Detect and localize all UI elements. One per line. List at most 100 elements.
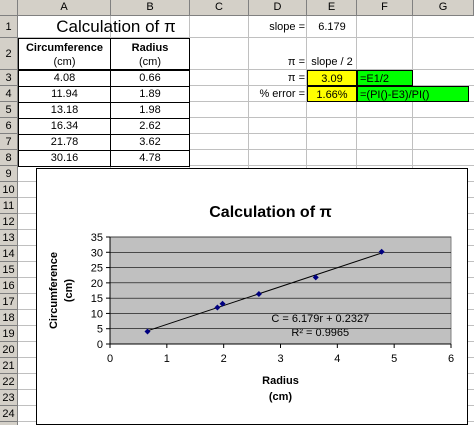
row-header-22[interactable]: 22 [0, 374, 18, 390]
row-header-9[interactable]: 9 [0, 166, 18, 182]
row-header-7[interactable]: 7 [0, 134, 18, 150]
embedded-chart[interactable]: 0 5 10 15 20 25 30 35 0 1 2 3 4 5 6 Calculation of π C =… [36, 168, 468, 425]
data-point [144, 328, 151, 335]
pi-value-cell[interactable]: 3.09 [307, 70, 357, 86]
y-tick-label: 10 [91, 308, 103, 320]
radius-header[interactable]: Radius (cm) [110, 38, 190, 70]
y-tick-label: 20 [91, 278, 103, 290]
pi-formula-cell[interactable]: =E1/2 [357, 70, 413, 86]
x-tick-label: 6 [448, 353, 454, 365]
row-header-23[interactable]: 23 [0, 390, 18, 406]
row-header-19[interactable]: 19 [0, 326, 18, 342]
row-header-6[interactable]: 6 [0, 118, 18, 134]
row-header-8[interactable]: 8 [0, 150, 18, 166]
y-axis-label: Circumference [48, 252, 60, 329]
trendline [147, 252, 382, 332]
select-all-corner[interactable] [0, 0, 18, 16]
x-tick-label: 5 [391, 353, 397, 365]
column-header-f[interactable]: F [357, 0, 413, 16]
row-header-18[interactable]: 18 [0, 310, 18, 326]
trendline-equation: C = 6.179r + 0.2327 [271, 313, 369, 325]
row-header-15[interactable]: 15 [0, 262, 18, 278]
circumference-cell[interactable]: 21.78 [18, 134, 111, 151]
circumference-cell[interactable]: 4.08 [18, 70, 111, 87]
x-tick-label: 3 [277, 353, 283, 365]
circumference-cell[interactable]: 13.18 [18, 102, 111, 119]
pi-label[interactable]: π = [287, 72, 305, 84]
y-tick-label: 15 [91, 293, 103, 305]
y-tick-label: 30 [91, 247, 103, 259]
row-header-3[interactable]: 3 [0, 70, 18, 86]
row-gridline [18, 133, 474, 134]
radius-cell[interactable]: 1.98 [110, 102, 190, 119]
radius-cell[interactable]: 2.62 [110, 118, 190, 135]
radius-unit: (cm) [139, 56, 161, 68]
column-header-a[interactable]: A [18, 0, 111, 16]
radius-cell[interactable]: 4.78 [110, 150, 190, 167]
row-header-21[interactable]: 21 [0, 358, 18, 374]
r-squared-label: R² = 0.9965 [291, 327, 349, 339]
column-header-g[interactable]: G [413, 0, 474, 16]
data-point [219, 300, 226, 307]
y-tick-label: 25 [91, 263, 103, 275]
row-header-1[interactable]: 1 [0, 16, 18, 38]
radius-cell[interactable]: 3.62 [110, 134, 190, 151]
row-header-13[interactable]: 13 [0, 230, 18, 246]
row-header-14[interactable]: 14 [0, 246, 18, 262]
scatter-chart: 0 5 10 15 20 25 30 35 0 1 2 3 4 5 6 Calculation of π C =… [48, 204, 454, 403]
circumference-header-label: Circumference [25, 42, 104, 54]
data-point [312, 274, 319, 281]
x-axis-label: Radius [262, 375, 299, 387]
pi-equals-label[interactable]: π = [287, 56, 305, 68]
x-tick-label: 1 [164, 353, 170, 365]
column-header-c[interactable]: C [190, 0, 249, 16]
circumference-cell[interactable]: 16.34 [18, 118, 111, 135]
circumference-unit: (cm) [53, 56, 76, 68]
plot-area [109, 236, 452, 345]
pi-formula-text[interactable]: slope / 2 [311, 56, 353, 68]
error-formula-cell[interactable]: =(PI()-E3)/PI() [357, 86, 469, 102]
row-gridline [18, 69, 474, 70]
column-header-e[interactable]: E [307, 0, 357, 16]
sheet-title[interactable]: Calculation of π [56, 17, 176, 36]
x-tick-label: 2 [221, 353, 227, 365]
radius-cell[interactable]: 1.89 [110, 86, 190, 103]
y-tick-label: 0 [97, 339, 103, 351]
radius-header-label: Radius [131, 42, 169, 54]
row-header-17[interactable]: 17 [0, 294, 18, 310]
column-header-b[interactable]: B [111, 0, 190, 16]
row-header-11[interactable]: 11 [0, 198, 18, 214]
error-value-cell[interactable]: 1.66% [307, 86, 357, 102]
row-gridline [18, 37, 474, 38]
data-point [378, 248, 385, 255]
row-gridline [18, 165, 474, 166]
chart-title: Calculation of π [209, 204, 331, 221]
row-header-2[interactable]: 2 [0, 38, 18, 70]
circumference-cell[interactable]: 30.16 [18, 150, 111, 167]
data-point [214, 304, 221, 311]
circumference-header[interactable]: Circumference (cm) [18, 38, 111, 70]
y-tick-label: 5 [97, 324, 103, 336]
x-tick-label: 4 [334, 353, 340, 365]
row-header-16[interactable]: 16 [0, 278, 18, 294]
circumference-cell[interactable]: 11.94 [18, 86, 111, 103]
row-gridline [18, 117, 474, 118]
y-axis-label: (cm) [63, 279, 75, 303]
x-tick-label: 0 [107, 353, 113, 365]
row-gridline [18, 149, 474, 150]
y-tick-label: 35 [91, 232, 103, 244]
slope-label[interactable]: slope = [269, 21, 305, 33]
slope-value[interactable]: 6.179 [318, 21, 346, 33]
row-header-24[interactable]: 24 [0, 406, 18, 422]
error-label[interactable]: % error = [259, 88, 305, 100]
row-header-5[interactable]: 5 [0, 102, 18, 118]
row-header-20[interactable]: 20 [0, 342, 18, 358]
row-header-4[interactable]: 4 [0, 86, 18, 102]
row-header-10[interactable]: 10 [0, 182, 18, 198]
row-header-12[interactable]: 12 [0, 214, 18, 230]
x-axis-label: (cm) [269, 391, 293, 403]
radius-cell[interactable]: 0.66 [110, 70, 190, 87]
row-gridline [18, 85, 474, 86]
column-header-d[interactable]: D [249, 0, 307, 16]
